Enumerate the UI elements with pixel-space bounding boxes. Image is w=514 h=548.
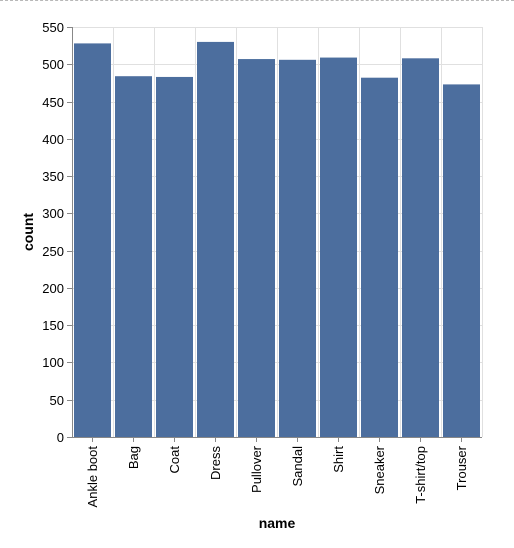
bar	[402, 58, 439, 438]
y-tick-label: 300	[42, 206, 64, 221]
y-tick-label: 450	[42, 95, 64, 110]
bar	[443, 84, 480, 438]
x-tick-label: Sandal	[290, 446, 305, 487]
y-tick-label: 500	[42, 57, 64, 72]
x-tick-label: Sneaker	[372, 445, 387, 494]
bar	[361, 77, 398, 437]
bar	[156, 76, 193, 437]
x-tick-label: Bag	[126, 446, 141, 469]
y-axis-title: count	[20, 213, 36, 251]
y-tick-label: 200	[42, 281, 64, 296]
y-tick-label: 50	[50, 393, 64, 408]
bar	[238, 59, 275, 438]
y-tick-label: 0	[57, 430, 64, 445]
x-tick-label: Coat	[167, 446, 182, 474]
bars	[74, 41, 480, 438]
bar	[320, 57, 357, 438]
x-axis-title: name	[259, 515, 296, 531]
bar	[74, 43, 111, 438]
bar	[197, 41, 234, 438]
y-tick-label: 100	[42, 355, 64, 370]
x-tick-label: T-shirt/top	[413, 446, 428, 504]
x-tick-label: Dress	[208, 446, 223, 480]
axes: 0 50 100 150 200 250 300 350 400 450 500 550 Ankle b…	[42, 20, 482, 507]
y-tick-label: 400	[42, 132, 64, 147]
x-tick-label: Trouser	[454, 445, 469, 490]
y-tick-label: 250	[42, 244, 64, 259]
bar	[279, 59, 316, 438]
x-tick-label: Shirt	[331, 446, 346, 473]
bar	[115, 76, 152, 437]
y-tick-label: 550	[42, 20, 64, 35]
y-tick-label: 350	[42, 169, 64, 184]
x-tick-label: Ankle boot	[85, 446, 100, 508]
x-tick-label: Pullover	[249, 445, 264, 493]
y-tick-label: 150	[42, 318, 64, 333]
